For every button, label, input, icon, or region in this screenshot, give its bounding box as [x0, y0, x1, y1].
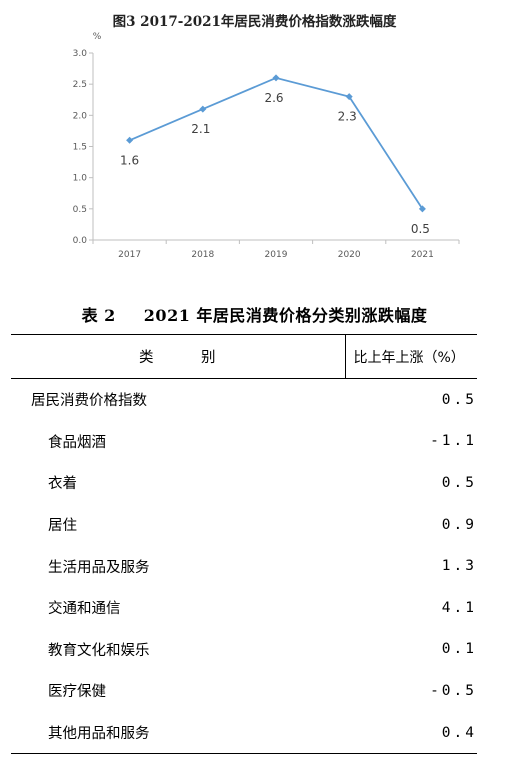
x-tick-label: 2021 [411, 250, 434, 260]
y-tick-label: 2.5 [73, 80, 87, 90]
row-category: 交通和通信 [48, 601, 121, 618]
row-value: 0.4 [345, 711, 477, 755]
row-category: 衣着 [48, 476, 77, 493]
y-unit-label: % [93, 32, 102, 42]
data-point [272, 74, 280, 82]
data-point [345, 93, 353, 101]
y-tick-label: 3.0 [73, 49, 88, 59]
y-tick-label: 0.0 [73, 236, 88, 246]
x-tick-label: 2019 [265, 250, 288, 260]
chart-title: 图3 2017-2021年居民消费价格指数涨跌幅度 [112, 14, 397, 30]
table-row: 交通和通信 4.1 [11, 587, 477, 629]
x-tick-label: 2020 [338, 250, 361, 260]
table-row: 生活用品及服务 1.3 [11, 545, 477, 587]
table-number: 表 2 [81, 306, 116, 325]
y-tick-label: 0.5 [73, 205, 87, 215]
header-value: 比上年上涨（%） [345, 334, 477, 379]
table-row: 其他用品和服务 0.4 [11, 711, 477, 755]
table-body: 居民消费价格指数 0.5 食品烟酒 -1.1 衣着 0.5 居住 0.9 生活用品及服务 1.3 交… [11, 379, 477, 755]
row-category: 食品烟酒 [48, 434, 106, 451]
row-category: 医疗保健 [48, 684, 106, 701]
table-row: 衣着 0.5 [11, 462, 477, 504]
data-label: 1.6 [120, 153, 139, 167]
row-category: 生活用品及服务 [48, 559, 150, 576]
row-value: -1.1 [430, 433, 477, 450]
row-value: 0.1 [441, 641, 477, 658]
data-label: 2.6 [264, 91, 283, 105]
x-tick-label: 2017 [118, 250, 141, 260]
table-row: 居住 0.9 [11, 504, 477, 546]
y-tick-label: 1.5 [73, 143, 87, 153]
row-value: 0.5 [441, 474, 477, 491]
line-chart: 0.0 0.5 1.0 1.5 2.0 2.5 3.0% 2017 2018 2019 2020 20… [73, 32, 460, 260]
data-label: 0.5 [411, 222, 430, 236]
cpi-category-table: 类 别 比上年上涨（%） 居民消费价格指数 0.5 食品烟酒 -1.1 衣着 0.5 居住 0… [11, 334, 477, 755]
data-point [199, 105, 207, 113]
data-point [126, 136, 134, 144]
data-label: 2.1 [191, 122, 210, 136]
table-row: 医疗保健 -0.5 [11, 670, 477, 712]
row-value: -0.5 [430, 682, 477, 699]
table-title-text: 2021 年居民消费价格分类别涨跌幅度 [143, 306, 428, 325]
row-value: 4.1 [441, 599, 477, 616]
table-row: 食品烟酒 -1.1 [11, 421, 477, 463]
row-value: 1.3 [441, 558, 477, 575]
y-tick-label: 2.0 [73, 111, 88, 121]
data-point [418, 205, 426, 213]
data-label: 2.3 [338, 110, 357, 124]
y-tick-label: 1.0 [73, 174, 88, 184]
table-row: 居民消费价格指数 0.5 [11, 379, 477, 421]
row-category: 教育文化和娱乐 [48, 642, 150, 659]
row-category: 居民消费价格指数 [31, 393, 147, 410]
table-header-row: 类 别 比上年上涨（%） [11, 334, 477, 379]
row-category: 居住 [48, 518, 77, 535]
x-tick-label: 2018 [191, 250, 214, 260]
table-title: 表 2 2021 年居民消费价格分类别涨跌幅度 [0, 302, 509, 326]
table-row: 教育文化和娱乐 0.1 [11, 629, 477, 671]
row-value: 0.9 [441, 516, 477, 533]
row-value: 0.5 [441, 391, 477, 408]
row-category: 其他用品和服务 [11, 711, 345, 755]
header-category: 类 别 [11, 334, 346, 379]
